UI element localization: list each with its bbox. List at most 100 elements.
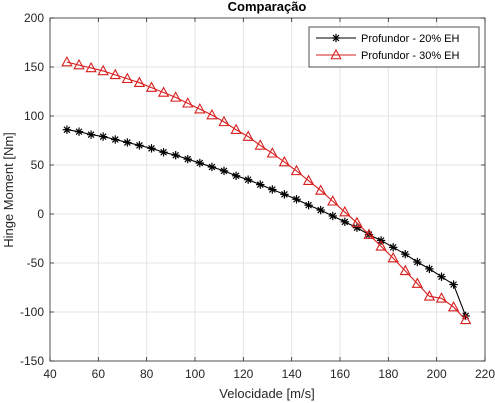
y-tick-label: 0 (37, 207, 44, 221)
marker-stroke (87, 131, 95, 138)
data-point (437, 272, 446, 281)
data-point (401, 249, 410, 259)
marker-stroke (329, 212, 337, 220)
marker-stroke (111, 136, 119, 143)
x-tick-label: 120 (233, 367, 253, 381)
data-point (207, 162, 217, 172)
data-point (147, 144, 156, 153)
data-point (351, 216, 363, 228)
data-point (340, 217, 350, 227)
data-point (169, 91, 182, 102)
marker-stroke (244, 176, 252, 184)
marker-stroke (438, 273, 445, 281)
data-point (314, 184, 327, 195)
legend-label: Profundor - 20% EH (361, 33, 459, 45)
data-point (230, 123, 242, 135)
data-point (435, 292, 448, 303)
data-point (302, 174, 315, 185)
x-tick-label: 140 (282, 367, 302, 381)
data-point (413, 257, 422, 267)
data-point (375, 240, 387, 251)
marker-stroke (341, 218, 349, 226)
marker-stroke (75, 128, 83, 136)
series-layer (61, 55, 472, 325)
data-point (316, 205, 325, 215)
data-point (304, 200, 313, 210)
data-point (111, 135, 120, 144)
marker-stroke (401, 250, 409, 258)
marker-stroke (148, 144, 155, 152)
grid (50, 18, 485, 361)
series-2 (61, 55, 472, 325)
y-tick-label: 50 (31, 158, 45, 172)
marker-stroke (413, 258, 421, 266)
marker-stroke (293, 195, 300, 203)
marker-stroke (184, 155, 192, 163)
marker-stroke (196, 159, 204, 167)
marker-stroke (232, 172, 240, 180)
plot-area (50, 18, 485, 361)
y-tick-label: 100 (24, 109, 44, 123)
legend-item-1: Profundor - 20% EH (316, 33, 459, 45)
x-tick-label: 180 (378, 367, 398, 381)
data-point (231, 171, 241, 180)
data-point (85, 61, 97, 73)
marker-stroke (63, 126, 71, 134)
legend-marker (330, 48, 342, 60)
data-point (423, 290, 436, 301)
data-point (145, 81, 158, 92)
y-tick-label: 200 (24, 11, 44, 25)
y-tick-label: 150 (24, 60, 44, 74)
series-line (66, 129, 467, 317)
marker-stroke (450, 281, 457, 288)
data-point (171, 151, 180, 160)
x-tick-label: 200 (427, 367, 447, 381)
data-point (243, 175, 253, 184)
marker-stroke (99, 133, 107, 140)
data-point (280, 190, 289, 199)
data-point (62, 125, 72, 134)
x-tick-label: 100 (185, 367, 205, 381)
x-tick-label: 60 (92, 367, 106, 381)
data-point (268, 185, 277, 194)
data-point (121, 72, 134, 84)
x-tick-label: 160 (330, 367, 350, 381)
data-point (387, 251, 399, 263)
data-point (73, 58, 85, 70)
marker-stroke (268, 186, 276, 193)
legend-items: Profundor - 20% EH Profundor - 30% EH (316, 33, 459, 62)
data-point (182, 97, 194, 108)
x-tick-label: 40 (43, 367, 57, 381)
data-point (123, 138, 132, 147)
marker-stroke (160, 148, 167, 156)
data-point (206, 108, 218, 120)
marker-stroke (305, 201, 312, 209)
data-point (447, 300, 460, 312)
data-point (219, 166, 229, 176)
data-point (411, 277, 424, 288)
data-point (98, 132, 108, 141)
marker-stroke (332, 34, 340, 42)
data-point (159, 148, 168, 157)
marker-stroke (281, 191, 288, 198)
data-point (218, 115, 230, 127)
legend-box (308, 26, 480, 68)
data-point (133, 76, 146, 87)
data-point (339, 205, 351, 217)
marker-stroke (256, 181, 264, 188)
data-point (290, 164, 303, 176)
chart-title: Comparação (228, 0, 307, 14)
data-point (328, 211, 337, 221)
y-axis: -150 -100 -50 0 50 100 150 200 (20, 11, 485, 368)
x-tick-label: 80 (140, 367, 154, 381)
data-point (278, 155, 291, 167)
data-point (266, 147, 279, 158)
y-tick-label: -100 (20, 305, 44, 319)
data-point (292, 195, 301, 204)
marker-stroke (136, 142, 143, 149)
data-point (399, 264, 411, 276)
data-point (97, 64, 109, 76)
data-point (388, 243, 398, 252)
data-point (74, 127, 84, 136)
